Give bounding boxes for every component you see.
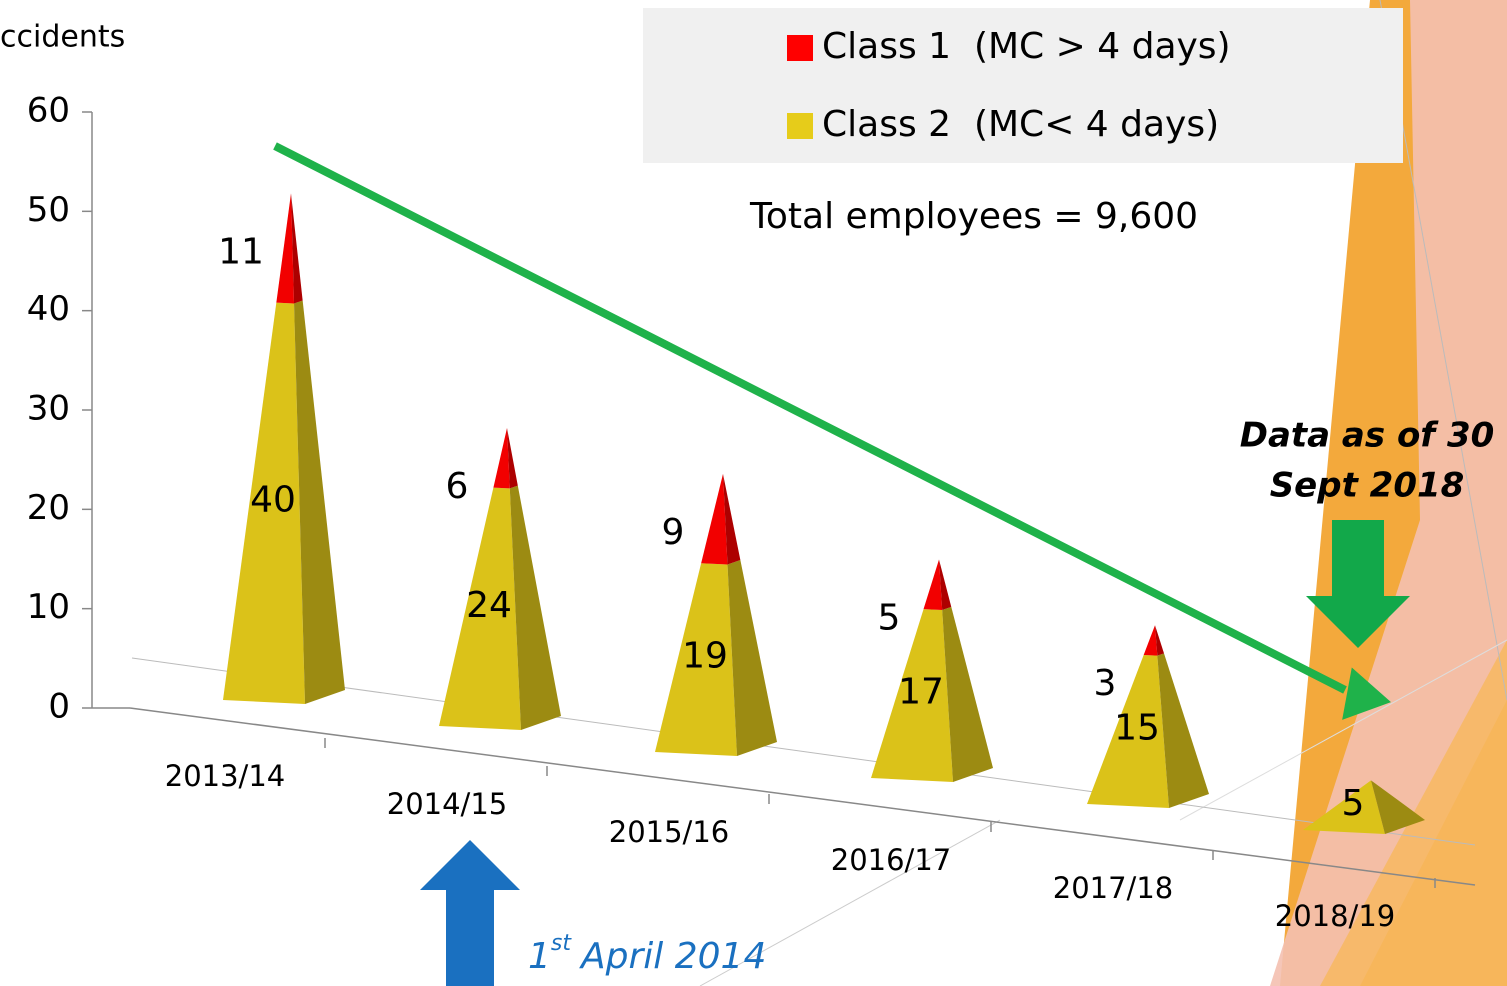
value-label: 17 — [898, 672, 944, 713]
x-axis — [129, 707, 1476, 886]
y-tick-label: 50 — [27, 190, 70, 230]
pyramid-face-left — [1087, 655, 1169, 808]
legend-box — [643, 8, 1403, 163]
pyramid-face-right — [507, 428, 518, 489]
x-tick-label: 2018/19 — [1275, 899, 1395, 933]
pyramid-face-left — [871, 609, 953, 782]
value-label: 5 — [878, 597, 901, 638]
pyramid-face-left — [223, 302, 305, 704]
pyramid-face-left — [655, 563, 737, 756]
pyramid-face-left — [923, 559, 943, 611]
pyramid-face-left — [1143, 625, 1158, 656]
data-note: Data as of 30 — [1240, 416, 1495, 456]
pyramid-face-right — [1157, 653, 1209, 808]
legend-swatch — [787, 35, 813, 61]
decor-line — [699, 819, 1001, 986]
y-tick-label: 60 — [27, 91, 70, 131]
x-tick-label: 2017/18 — [1053, 871, 1173, 905]
trend-arrow-head — [1342, 667, 1392, 720]
value-label: 5 — [1342, 783, 1365, 824]
pyramid-face-right — [294, 300, 345, 704]
value-label: 9 — [662, 512, 685, 553]
y-tick-label: 20 — [27, 488, 70, 528]
pyramid-face-right — [723, 473, 741, 565]
date-note-number: 1 — [528, 936, 551, 977]
y-tick-label: 10 — [27, 587, 70, 627]
pyramid-face-left — [276, 193, 295, 304]
y-tick-label: 40 — [27, 289, 70, 329]
date-note-text: April 2014 — [579, 936, 766, 977]
date-note: 1st April 2014 — [528, 931, 766, 977]
value-label: 6 — [446, 466, 469, 507]
x-tick-label: 2016/17 — [831, 843, 951, 877]
legend-swatch — [787, 113, 813, 139]
pyramid-face-right — [509, 485, 561, 730]
value-label: 15 — [1114, 708, 1160, 749]
value-label: 19 — [682, 636, 728, 677]
pyramid-face-left — [493, 428, 510, 489]
decor-line — [1179, 639, 1507, 821]
pyramid-face-left — [439, 487, 521, 730]
value-label: 40 — [250, 479, 296, 520]
pyramid-face-right — [1155, 625, 1164, 656]
x-tick-label: 2015/16 — [609, 815, 729, 849]
legend-label: Class 1 (MC > 4 days) — [822, 26, 1231, 67]
pyramid-face-right — [291, 193, 303, 304]
trend-arrow — [273, 142, 1347, 694]
date-note-suffix: st — [551, 931, 572, 956]
value-label: 11 — [218, 231, 264, 272]
pyramid-face-right — [939, 559, 952, 611]
value-label: 24 — [466, 585, 512, 626]
value-label: 3 — [1094, 663, 1117, 704]
pyramid-face-right — [727, 560, 777, 756]
decor-pink — [1270, 0, 1507, 986]
pyramid-face-left — [701, 473, 728, 565]
pyramid-face-left — [1303, 780, 1385, 834]
down-arrow — [1306, 520, 1410, 648]
y-tick-label: 0 — [48, 687, 70, 727]
floor-line — [131, 657, 1476, 846]
up-arrow — [420, 840, 520, 986]
legend-label: Class 2 (MC< 4 days) — [822, 104, 1219, 145]
x-tick-label: 2013/14 — [165, 759, 285, 793]
data-note: Sept 2018 — [1270, 466, 1465, 506]
total-note: Total employees = 9,600 — [749, 196, 1198, 237]
pyramid-face-right — [942, 606, 993, 782]
y-axis-label: ccidents — [0, 20, 125, 55]
pyramid-face-right — [1371, 780, 1425, 834]
x-tick-label: 2014/15 — [387, 787, 507, 821]
y-tick-label: 30 — [27, 389, 70, 429]
